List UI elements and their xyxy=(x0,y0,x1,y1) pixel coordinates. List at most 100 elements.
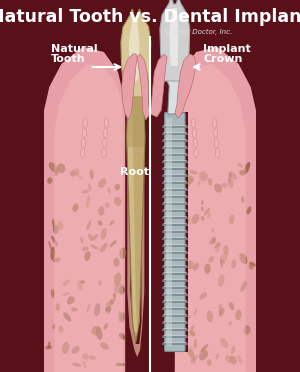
Ellipse shape xyxy=(92,326,101,336)
Ellipse shape xyxy=(100,243,108,252)
Ellipse shape xyxy=(114,241,117,244)
Ellipse shape xyxy=(244,325,250,335)
Ellipse shape xyxy=(47,177,52,184)
Ellipse shape xyxy=(105,306,111,312)
Ellipse shape xyxy=(194,308,197,315)
Ellipse shape xyxy=(82,247,88,251)
Ellipse shape xyxy=(220,252,228,263)
Ellipse shape xyxy=(83,118,87,128)
Ellipse shape xyxy=(110,240,116,247)
Ellipse shape xyxy=(215,241,220,252)
Ellipse shape xyxy=(200,344,208,352)
Ellipse shape xyxy=(109,299,114,305)
Ellipse shape xyxy=(108,187,111,194)
Ellipse shape xyxy=(70,170,75,177)
Ellipse shape xyxy=(102,148,106,158)
Ellipse shape xyxy=(214,138,219,148)
Ellipse shape xyxy=(189,170,198,174)
Ellipse shape xyxy=(116,363,125,366)
Ellipse shape xyxy=(249,262,256,266)
Ellipse shape xyxy=(237,355,242,364)
Text: Root: Root xyxy=(120,167,148,177)
Ellipse shape xyxy=(244,162,250,174)
Ellipse shape xyxy=(190,325,194,331)
Polygon shape xyxy=(175,54,196,118)
Polygon shape xyxy=(175,64,246,372)
Polygon shape xyxy=(160,0,190,81)
Ellipse shape xyxy=(215,148,220,158)
Ellipse shape xyxy=(240,171,245,176)
Ellipse shape xyxy=(198,182,201,185)
Ellipse shape xyxy=(77,280,83,290)
Ellipse shape xyxy=(199,350,208,360)
Ellipse shape xyxy=(82,128,86,138)
Polygon shape xyxy=(129,19,140,82)
Ellipse shape xyxy=(115,184,120,190)
Ellipse shape xyxy=(199,171,208,182)
Ellipse shape xyxy=(67,296,75,304)
Ellipse shape xyxy=(94,303,100,316)
Ellipse shape xyxy=(109,220,115,225)
Ellipse shape xyxy=(52,219,56,228)
Ellipse shape xyxy=(106,306,111,312)
Ellipse shape xyxy=(113,258,120,267)
Ellipse shape xyxy=(119,333,125,340)
Polygon shape xyxy=(175,47,256,372)
Ellipse shape xyxy=(71,307,78,311)
Ellipse shape xyxy=(193,138,197,148)
Ellipse shape xyxy=(90,169,94,179)
Ellipse shape xyxy=(113,293,116,297)
Ellipse shape xyxy=(114,197,121,206)
Ellipse shape xyxy=(113,294,116,302)
Ellipse shape xyxy=(208,178,212,185)
Ellipse shape xyxy=(49,162,57,172)
Ellipse shape xyxy=(201,200,204,205)
Ellipse shape xyxy=(204,263,211,274)
Ellipse shape xyxy=(183,180,190,188)
Ellipse shape xyxy=(236,310,242,320)
Ellipse shape xyxy=(80,237,83,243)
Ellipse shape xyxy=(101,228,107,240)
Ellipse shape xyxy=(185,332,189,340)
Ellipse shape xyxy=(188,176,193,183)
Ellipse shape xyxy=(208,256,214,263)
Text: Natural: Natural xyxy=(51,44,97,54)
Ellipse shape xyxy=(188,177,194,184)
Polygon shape xyxy=(128,102,137,332)
Text: Crown: Crown xyxy=(203,54,243,64)
Ellipse shape xyxy=(80,280,85,284)
Ellipse shape xyxy=(103,128,108,138)
Ellipse shape xyxy=(103,323,108,330)
Polygon shape xyxy=(121,9,151,97)
Ellipse shape xyxy=(204,208,210,215)
Ellipse shape xyxy=(83,361,86,369)
Ellipse shape xyxy=(239,170,246,175)
Ellipse shape xyxy=(96,327,103,340)
Ellipse shape xyxy=(62,292,70,296)
Ellipse shape xyxy=(119,286,125,294)
Ellipse shape xyxy=(200,292,207,299)
Ellipse shape xyxy=(220,258,223,268)
Ellipse shape xyxy=(174,333,182,345)
Ellipse shape xyxy=(51,289,55,298)
Ellipse shape xyxy=(247,206,251,215)
Ellipse shape xyxy=(50,247,55,260)
Ellipse shape xyxy=(72,363,81,367)
Ellipse shape xyxy=(231,345,235,355)
Ellipse shape xyxy=(105,309,110,314)
Ellipse shape xyxy=(219,304,222,315)
Ellipse shape xyxy=(62,342,69,354)
Polygon shape xyxy=(127,97,145,342)
Polygon shape xyxy=(127,97,144,147)
Ellipse shape xyxy=(192,128,197,138)
Ellipse shape xyxy=(88,355,96,360)
FancyBboxPatch shape xyxy=(166,118,172,346)
Ellipse shape xyxy=(207,359,212,366)
Ellipse shape xyxy=(98,220,103,226)
Ellipse shape xyxy=(231,259,236,269)
Ellipse shape xyxy=(90,244,99,250)
Ellipse shape xyxy=(51,236,58,246)
Ellipse shape xyxy=(100,342,109,350)
Ellipse shape xyxy=(63,312,71,322)
Ellipse shape xyxy=(183,191,187,196)
